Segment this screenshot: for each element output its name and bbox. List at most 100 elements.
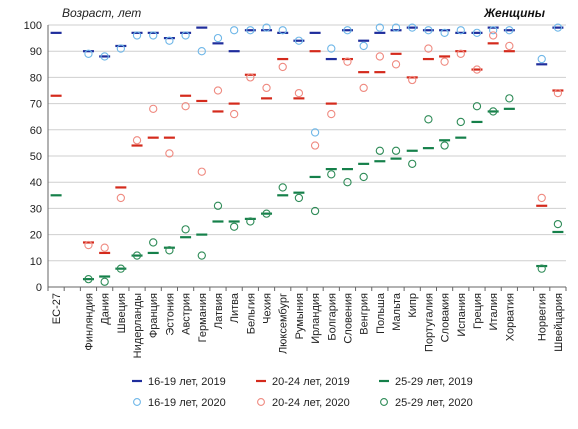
x-tick-label: Испания: [456, 293, 468, 337]
grid-layer: [48, 24, 566, 288]
data-point-circle: [84, 240, 93, 250]
data-point-circle: [343, 26, 352, 35]
x-tick-label: Нидерланды: [132, 293, 144, 358]
data-point-circle: [553, 23, 563, 32]
data-point-circle: [505, 41, 514, 51]
legend-label: 20-24 лет, 2020: [272, 397, 350, 409]
data-point-circle: [408, 159, 417, 169]
x-tick-label: Эстония: [164, 293, 176, 336]
marks-layer: [50, 23, 564, 286]
series-group: [84, 23, 563, 137]
y-tick-label: 100: [24, 20, 42, 32]
series-group: [50, 42, 564, 255]
data-point-circle: [181, 102, 190, 111]
x-tick-label: Бельгия: [245, 293, 257, 334]
legend-swatch-circle: [380, 398, 388, 406]
data-point-circle: [262, 23, 271, 32]
y-tick-label: 50: [30, 151, 42, 163]
data-point-circle: [456, 117, 465, 127]
legend-label: 25-29 лет, 2020: [395, 397, 473, 409]
data-point-circle: [262, 83, 271, 93]
data-point-circle: [197, 47, 206, 56]
data-point-circle: [278, 62, 287, 72]
y-tick-label: 80: [30, 72, 42, 84]
legend-item: 20-24 лет, 2019: [256, 376, 350, 388]
legend-label: 25-29 лет, 2019: [395, 376, 473, 388]
legend-swatch-circle: [257, 398, 265, 406]
x-tick-label: Финляндия: [83, 293, 95, 351]
data-point-circle: [278, 26, 287, 35]
x-tick-label: Литва: [229, 292, 241, 323]
data-point-circle: [132, 251, 142, 260]
y-tick-label: 90: [30, 46, 42, 58]
data-point-circle: [408, 75, 417, 85]
data-point-circle: [472, 28, 482, 38]
x-tick-label: ЕС-27: [51, 293, 63, 324]
data-point-circle: [197, 251, 206, 260]
data-point-circle: [472, 65, 482, 74]
data-point-circle: [375, 52, 384, 61]
data-point-circle: [553, 219, 563, 229]
data-point-circle: [327, 109, 336, 119]
data-point-circle: [230, 109, 239, 119]
data-point-circle: [100, 52, 109, 61]
x-tick-label: Австрия: [181, 293, 193, 335]
data-point-circle: [213, 33, 223, 43]
series-group: [84, 94, 563, 286]
data-point-circle: [375, 23, 384, 32]
data-point-circle: [359, 41, 368, 51]
data-point-circle: [246, 73, 255, 82]
data-point-circle: [424, 26, 433, 35]
x-tick-label: Румыния: [294, 293, 306, 339]
y-tick-label: 70: [30, 99, 42, 111]
data-point-circle: [149, 238, 158, 247]
data-point-circle: [294, 193, 304, 203]
data-point-circle: [505, 26, 514, 35]
data-point-circle: [505, 94, 514, 103]
y-tick-label: 20: [30, 230, 42, 242]
data-point-circle: [408, 23, 417, 32]
data-point-circle: [294, 88, 304, 98]
data-point-circle: [553, 88, 563, 98]
data-point-circle: [100, 243, 109, 252]
data-point-circle: [489, 107, 498, 116]
data-point-circle: [343, 57, 352, 66]
data-point-circle: [424, 115, 433, 124]
axis-layer: 0 10 20 30 40 50 60 70 80 90 100: [24, 20, 567, 294]
data-point-circle: [181, 225, 190, 234]
legend-item: 25-29 лет, 2019: [379, 376, 473, 388]
x-tick-label: Польша: [375, 292, 387, 334]
data-point-circle: [230, 222, 239, 231]
data-point-circle: [391, 60, 401, 69]
data-point-circle: [375, 146, 384, 155]
label-layer: Возраст, лет Женщины ЕС-27 Финляндия Дания…: [51, 6, 565, 358]
data-point-circle: [165, 149, 174, 158]
data-point-circle: [181, 31, 190, 40]
y-tick-label: 60: [30, 125, 42, 137]
data-point-circle: [84, 274, 93, 284]
data-point-circle: [132, 31, 142, 40]
legend: 16-19 лет, 2019 20-24 лет, 2019 25-29 лет,…: [132, 376, 473, 409]
data-point-circle: [472, 102, 482, 111]
x-tick-label: Чехия: [262, 293, 274, 324]
x-tick-label: Греция: [472, 293, 484, 329]
data-point-circle: [246, 26, 255, 35]
legend-item: 16-19 лет, 2020: [133, 397, 226, 409]
data-point-circle: [440, 57, 449, 66]
y-tick-label: 0: [36, 282, 42, 294]
data-point-circle: [165, 36, 174, 45]
data-point-circle: [197, 167, 206, 176]
data-point-circle: [310, 141, 320, 150]
data-point-circle: [359, 83, 368, 93]
data-point-circle: [149, 104, 158, 113]
data-point-circle: [424, 44, 433, 53]
data-point-circle: [310, 128, 320, 137]
legend-label: 16-19 лет, 2019: [148, 376, 226, 388]
data-point-circle: [246, 217, 255, 226]
x-tick-label: Кипр: [407, 293, 419, 318]
data-point-circle: [213, 86, 223, 95]
x-tick-label: Португалия: [423, 293, 435, 352]
legend-item: 16-19 лет, 2019: [132, 376, 226, 388]
